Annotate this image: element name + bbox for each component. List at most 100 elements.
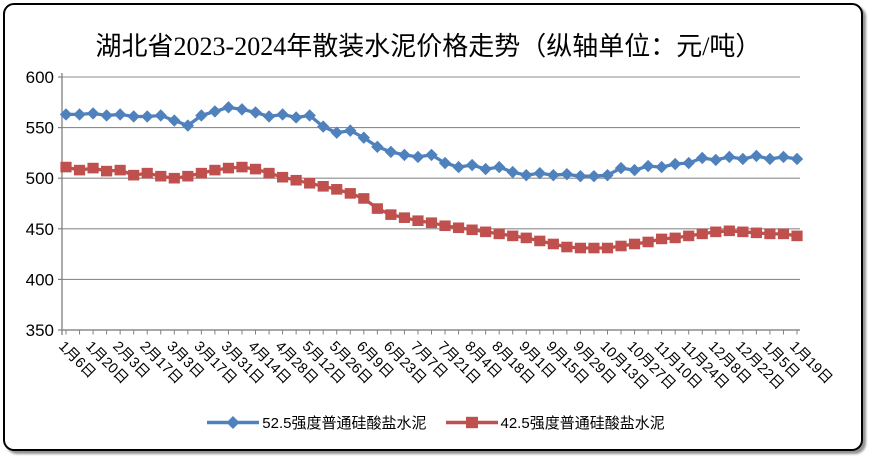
series-52-5-marker [587, 169, 601, 183]
legend-marker-square-icon [445, 416, 498, 429]
series-52-5-marker [59, 108, 73, 121]
series-52-5-marker [723, 150, 736, 164]
series-42-5-marker [710, 226, 722, 238]
series-42-5-marker [263, 167, 275, 179]
series-52-5-marker [249, 106, 262, 119]
series-52-5-marker [790, 152, 804, 166]
legend-item-52-5: 52.5强度普通硅酸盐水泥 [206, 412, 427, 433]
series-42-5-marker [209, 164, 221, 176]
series-42-5-marker [561, 241, 573, 253]
series-42-5-marker [493, 228, 505, 240]
series-42-5-marker [466, 224, 478, 236]
legend-marker-diamond-icon [207, 416, 260, 429]
series-42-5-marker [128, 169, 140, 181]
series-52-5-marker [777, 150, 790, 164]
series-52-5-marker [682, 156, 695, 170]
series-42-5-marker [764, 228, 776, 240]
series-52-5-marker [763, 152, 777, 166]
series-42-5-marker [480, 226, 492, 238]
series-52-5-marker [73, 108, 86, 121]
series-42-5-marker [452, 222, 465, 234]
series-52-5-marker [141, 110, 154, 123]
series-52-5-marker [465, 158, 479, 172]
series-52-5-marker [750, 149, 763, 163]
series-52-5-marker [411, 150, 425, 164]
series-42-5-marker [249, 163, 262, 175]
series-42-5-marker [276, 171, 289, 183]
series-52-5-marker [438, 156, 452, 170]
series-42-5-marker [507, 230, 519, 242]
series-42-5-marker [669, 232, 681, 244]
series-52-5-marker [317, 120, 330, 133]
series-42-5-marker [656, 233, 668, 245]
series-52-5-marker [344, 124, 357, 137]
series-42-5-marker [425, 217, 438, 229]
series-52-5-marker [560, 167, 574, 181]
series-42-5-marker [344, 188, 356, 199]
series-42-5-marker [588, 242, 600, 254]
series-52-5-marker [479, 162, 492, 176]
series-52-5-marker [492, 160, 506, 174]
series-52-5-marker [506, 165, 519, 179]
legend-label-42-5: 42.5强度普通硅酸盐水泥 [500, 415, 665, 432]
series-52-5-marker [208, 105, 222, 118]
series-52-5-marker [100, 109, 113, 122]
y-axis-tick-label: 350 [26, 321, 54, 340]
chart-title: 湖北省2023-2024年散装水泥价格走势（纵轴单位：元/吨） [95, 32, 762, 61]
series-42-5-marker [73, 164, 86, 176]
y-axis-tick-label: 400 [26, 270, 54, 289]
series-42-5-marker [723, 225, 735, 237]
series-42-5-marker [114, 164, 126, 176]
legend-label-52-5: 52.5强度普通硅酸盐水泥 [262, 415, 427, 432]
series-52-5-marker [154, 109, 167, 122]
series-52-5-marker [181, 119, 195, 132]
series-52-5-marker [222, 101, 235, 114]
series-42-5-marker [304, 177, 316, 189]
series-52-5-marker [330, 126, 343, 139]
series-42-5-marker [412, 215, 424, 227]
series-52-5-marker [655, 160, 668, 174]
series-42-5-marker [155, 170, 167, 182]
series-42-5-marker [195, 167, 207, 179]
series-52-5-marker [547, 168, 560, 182]
series-42-5-marker [791, 230, 803, 242]
series-52-5-marker [709, 153, 722, 167]
y-axis-tick-label: 600 [26, 68, 54, 87]
series-42-5-marker [236, 161, 248, 173]
series-52-5-marker [127, 110, 140, 123]
series-52-5-marker [614, 161, 628, 175]
series-52-5-marker [86, 107, 100, 120]
y-axis-tick-label: 550 [26, 119, 54, 138]
series-42-5-marker [141, 167, 153, 179]
series-52-5-marker [235, 103, 249, 116]
series-42-5-marker [60, 161, 72, 173]
series-42-5-marker [683, 230, 695, 242]
series-52-5-marker [601, 168, 614, 182]
series-52-5-marker [533, 166, 546, 180]
series-52-5-marker [668, 157, 682, 171]
series-52-5-marker [262, 110, 276, 123]
series-52-5-marker [574, 169, 587, 183]
series-52-5-marker [520, 168, 533, 182]
series-42-5-marker [290, 174, 302, 186]
series-42-5-marker [574, 242, 587, 254]
series-42-5-marker [371, 203, 383, 214]
series-52-5-marker [641, 159, 655, 173]
series-42-5-marker [534, 235, 546, 247]
series-52-5-marker [736, 152, 750, 166]
series-42-5-marker [398, 212, 411, 223]
series-42-5-marker [331, 184, 343, 195]
series-42-5-marker [737, 226, 749, 238]
series-42-5-marker [87, 162, 99, 174]
series-52-5-marker [168, 114, 181, 127]
chart-legend: 52.5强度普通硅酸盐水泥 42.5强度普通硅酸盐水泥 [0, 412, 871, 433]
series-42-5-marker [317, 180, 329, 192]
series-42-5-marker [547, 238, 559, 250]
series-42-5-marker [182, 170, 194, 182]
series-52-5-marker [425, 148, 438, 162]
series-42-5-marker [222, 162, 235, 174]
series-52-5-marker [696, 151, 709, 165]
series-42-5-marker [615, 240, 627, 252]
series-52-5-marker [195, 109, 208, 122]
